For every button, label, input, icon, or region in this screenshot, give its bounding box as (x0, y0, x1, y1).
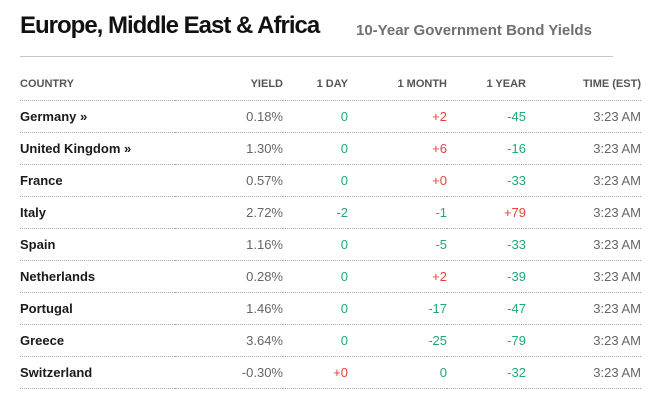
one-day-change: -2 (283, 196, 348, 229)
country-name: Greece (20, 324, 175, 357)
one-day-change: 0 (283, 100, 348, 133)
column-header-country: COUNTRY (20, 68, 175, 101)
one-year-change: -16 (447, 132, 526, 165)
update-time: 3:23 AM (526, 324, 641, 357)
one-day-change: 0 (283, 292, 348, 325)
table-row: Greece 3.64% 0 -25 -79 3:23 AM (20, 324, 641, 357)
one-year-change: -47 (447, 292, 526, 325)
bond-yields-table: COUNTRY YIELD 1 DAY 1 MONTH 1 YEAR TIME … (20, 68, 641, 389)
update-time: 3:23 AM (526, 164, 641, 197)
column-header-time: TIME (EST) (526, 68, 641, 101)
one-year-change: -79 (447, 324, 526, 357)
yield-value: 0.57% (175, 164, 283, 197)
table-row: Netherlands 0.28% 0 +2 -39 3:23 AM (20, 260, 641, 293)
one-month-change: +2 (348, 100, 447, 133)
update-time: 3:23 AM (526, 356, 641, 389)
one-day-change: +0 (283, 356, 348, 389)
table-row: Switzerland -0.30% +0 0 -32 3:23 AM (20, 356, 641, 389)
country-name[interactable]: Germany » (20, 100, 175, 133)
one-month-change: -5 (348, 228, 447, 261)
update-time: 3:23 AM (526, 100, 641, 133)
one-month-change: 0 (348, 356, 447, 389)
table-row: Portugal 1.46% 0 -17 -47 3:23 AM (20, 292, 641, 325)
country-name: Switzerland (20, 356, 175, 389)
one-day-change: 0 (283, 132, 348, 165)
update-time: 3:23 AM (526, 260, 641, 293)
yield-value: 0.28% (175, 260, 283, 293)
table-row: France 0.57% 0 +0 -33 3:23 AM (20, 164, 641, 197)
table-row: Germany » 0.18% 0 +2 -45 3:23 AM (20, 100, 641, 133)
country-name[interactable]: United Kingdom » (20, 132, 175, 165)
country-name: Spain (20, 228, 175, 261)
one-month-change: -1 (348, 196, 447, 229)
one-day-change: 0 (283, 164, 348, 197)
one-day-change: 0 (283, 260, 348, 293)
one-year-change: +79 (447, 196, 526, 229)
one-month-change: +6 (348, 132, 447, 165)
one-year-change: -33 (447, 164, 526, 197)
yield-value: -0.30% (175, 356, 283, 389)
column-header-1-month: 1 MONTH (348, 68, 447, 101)
section-header: Europe, Middle East & Africa 10-Year Gov… (20, 12, 613, 57)
one-year-change: -45 (447, 100, 526, 133)
one-month-change: +0 (348, 164, 447, 197)
country-name: Netherlands (20, 260, 175, 293)
table-row: Spain 1.16% 0 -5 -33 3:23 AM (20, 228, 641, 261)
one-year-change: -39 (447, 260, 526, 293)
one-day-change: 0 (283, 324, 348, 357)
yield-value: 0.18% (175, 100, 283, 133)
table-header-row: COUNTRY YIELD 1 DAY 1 MONTH 1 YEAR TIME … (20, 68, 641, 101)
country-name: Italy (20, 196, 175, 229)
table-row: Italy 2.72% -2 -1 +79 3:23 AM (20, 196, 641, 229)
one-day-change: 0 (283, 228, 348, 261)
one-year-change: -33 (447, 228, 526, 261)
yield-value: 1.16% (175, 228, 283, 261)
update-time: 3:23 AM (526, 228, 641, 261)
region-title: Europe, Middle East & Africa (20, 12, 320, 39)
one-month-change: +2 (348, 260, 447, 293)
table-row: United Kingdom » 1.30% 0 +6 -16 3:23 AM (20, 132, 641, 165)
table-subtitle: 10-Year Government Bond Yields (356, 22, 592, 39)
yield-value: 3.64% (175, 324, 283, 357)
update-time: 3:23 AM (526, 132, 641, 165)
one-year-change: -32 (447, 356, 526, 389)
column-header-1-year: 1 YEAR (447, 68, 526, 101)
country-name: Portugal (20, 292, 175, 325)
yield-value: 1.30% (175, 132, 283, 165)
update-time: 3:23 AM (526, 292, 641, 325)
one-month-change: -25 (348, 324, 447, 357)
column-header-yield: YIELD (175, 68, 283, 101)
country-name: France (20, 164, 175, 197)
column-header-1-day: 1 DAY (283, 68, 348, 101)
yield-value: 1.46% (175, 292, 283, 325)
yield-value: 2.72% (175, 196, 283, 229)
one-month-change: -17 (348, 292, 447, 325)
update-time: 3:23 AM (526, 196, 641, 229)
